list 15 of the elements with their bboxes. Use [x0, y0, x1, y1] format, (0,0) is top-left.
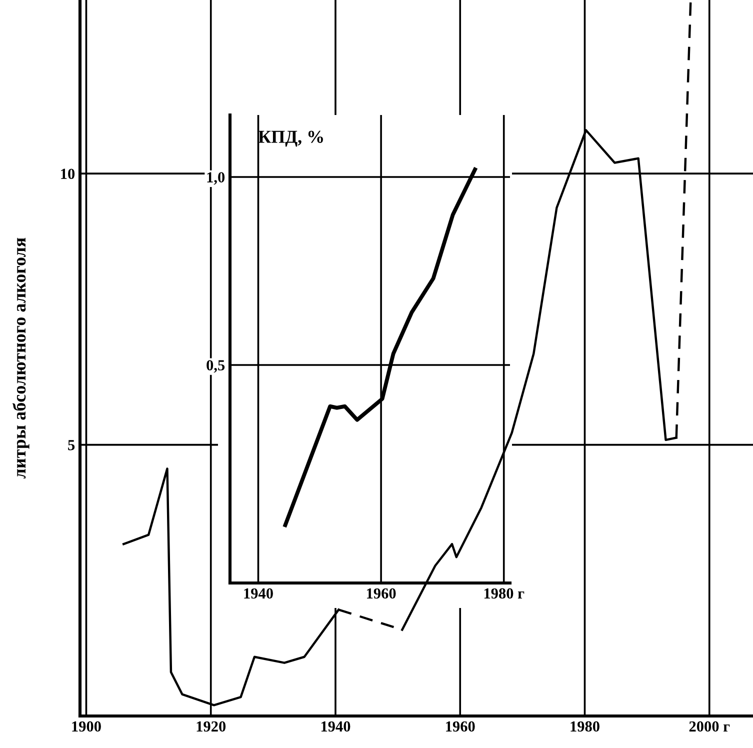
x-tick-label: 1960 [367, 588, 396, 599]
y-axis-title: литры абсолютного алкоголя [12, 238, 30, 478]
y-tick-label: 5 [68, 440, 75, 450]
x-tick-label: 1940 [244, 588, 273, 599]
text: КПД, % [258, 130, 323, 147]
x-tick-label: 1980 г [484, 588, 524, 599]
y-tick-label: 0,5 [206, 360, 225, 373]
x-tick-label: 1980 [570, 721, 600, 732]
x-tick-label: 2000 г [689, 721, 730, 732]
y-tick-label: 1,0 [207, 172, 225, 185]
x-tick-label: 1960 [446, 721, 475, 732]
y-tick-label: 10 [61, 168, 75, 180]
x-tick-label: 1900 [72, 721, 101, 732]
x-tick-label: 1920 [196, 721, 226, 732]
x-tick-label: 1940 [321, 721, 350, 732]
